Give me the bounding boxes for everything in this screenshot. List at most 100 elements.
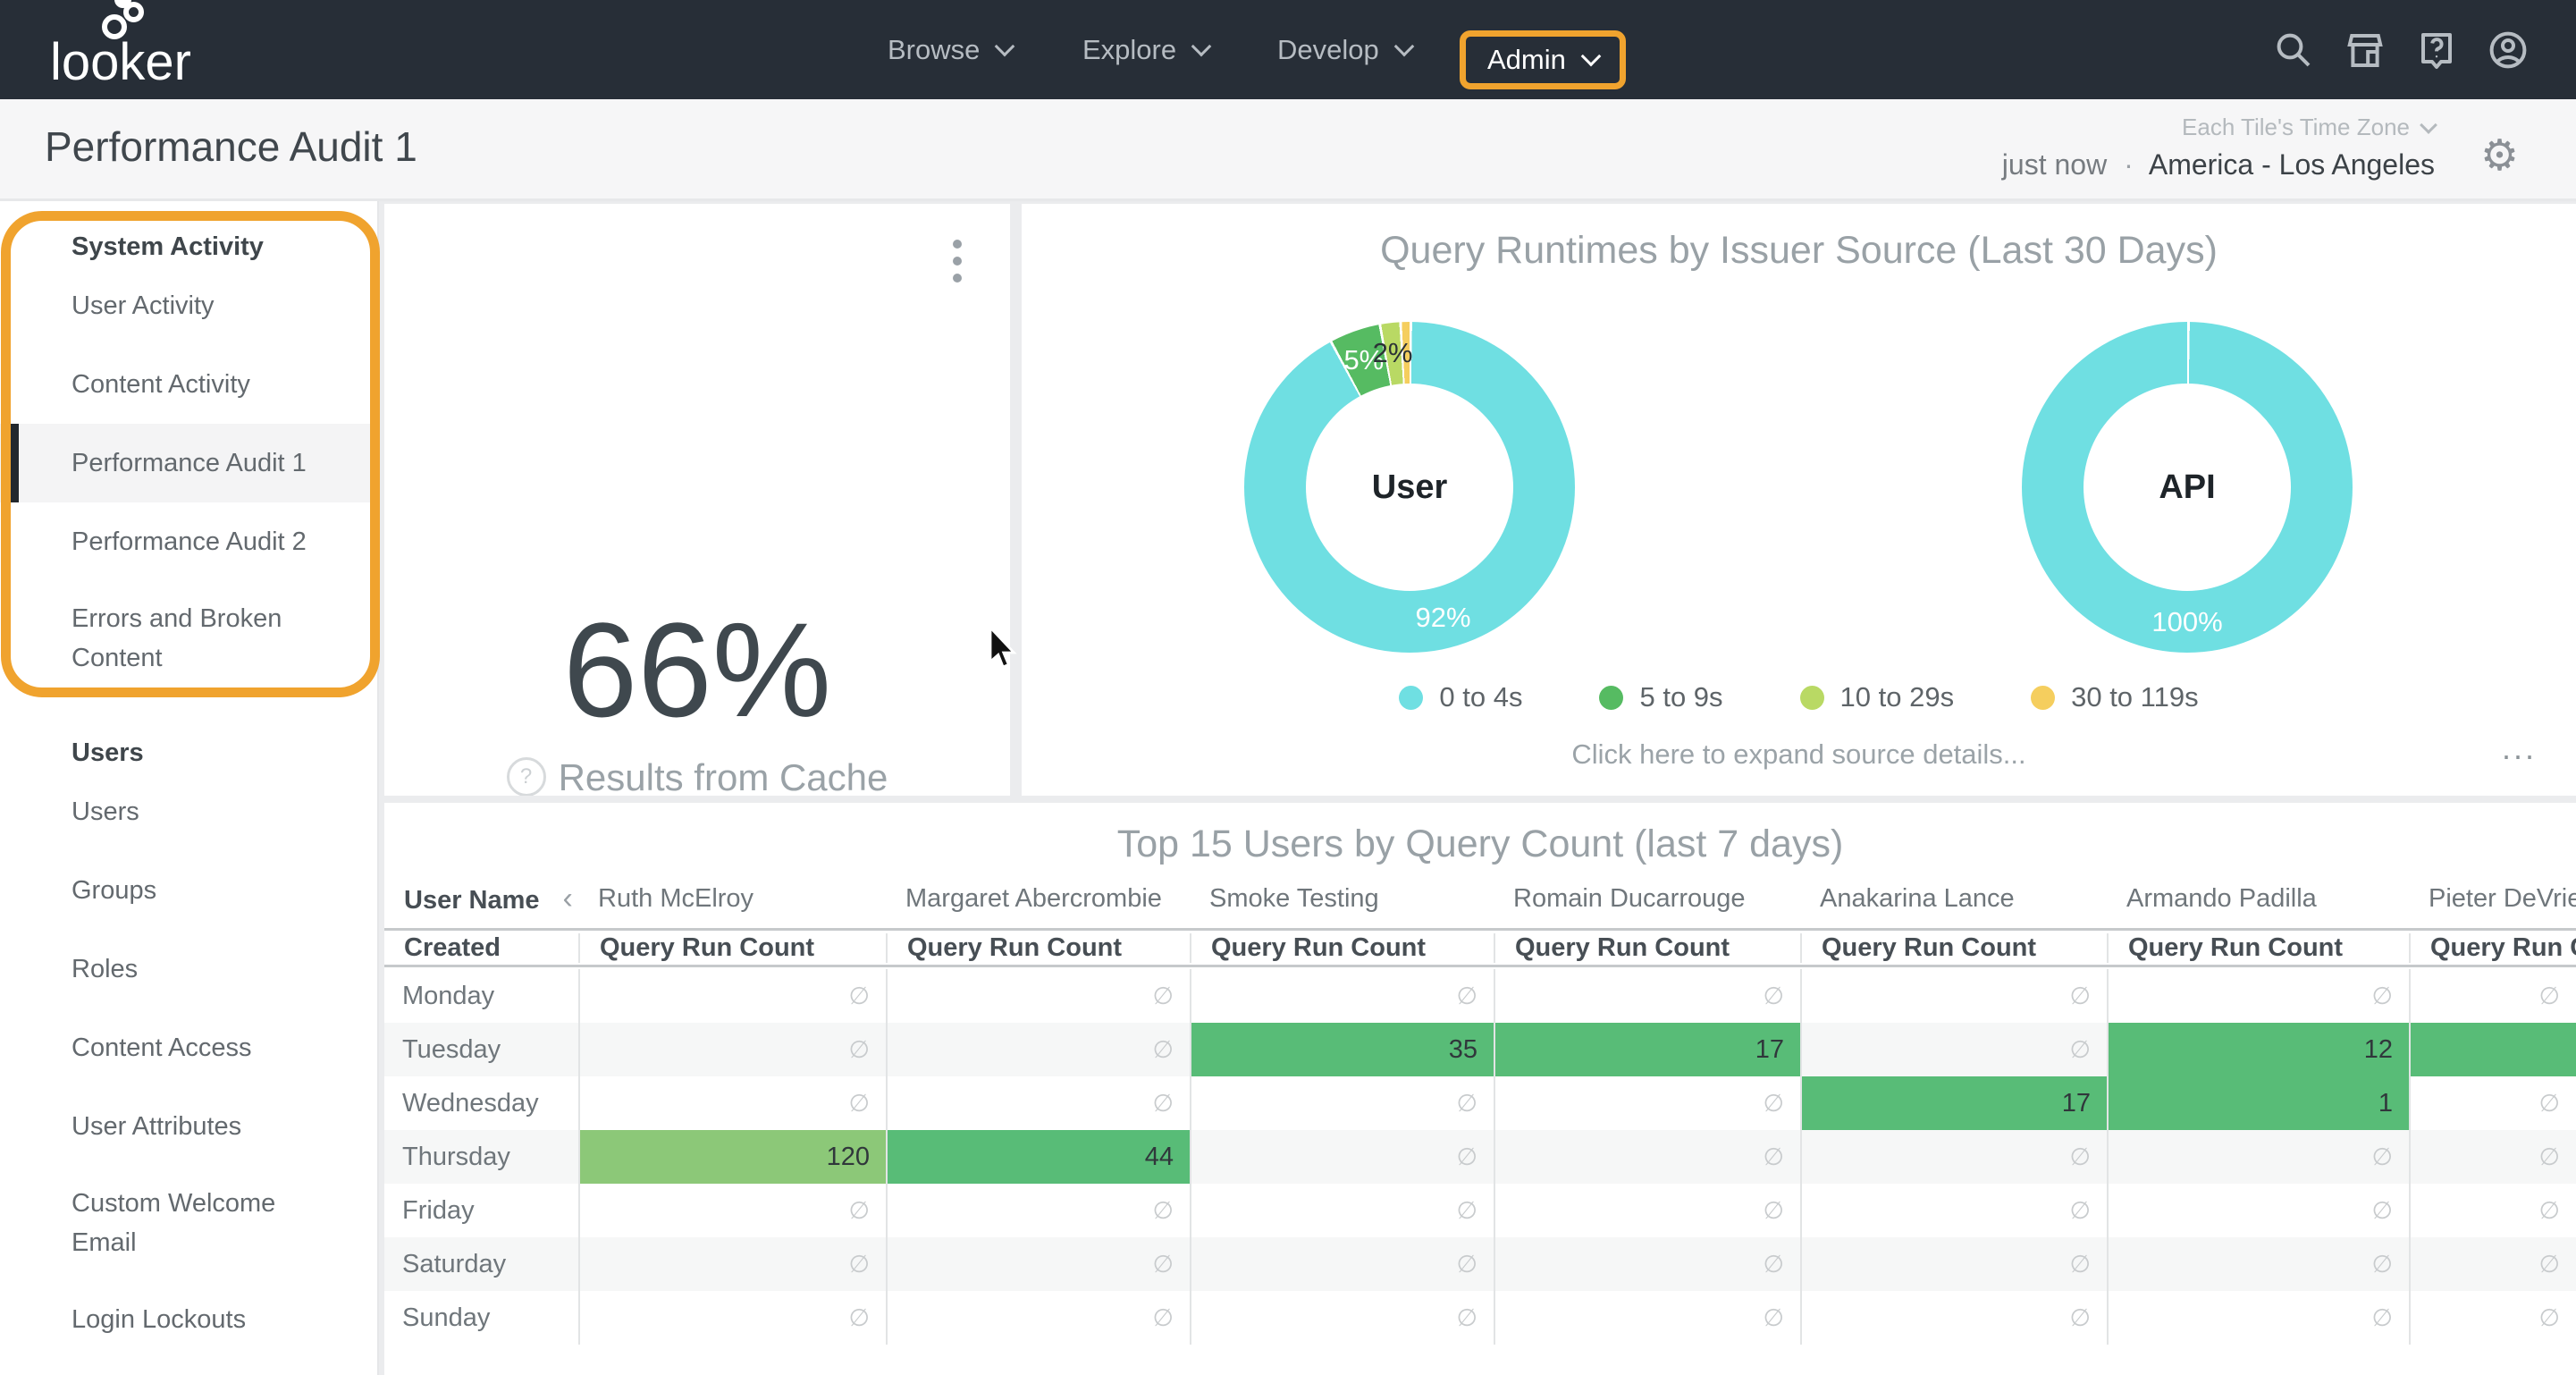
measure-header[interactable]: Query Run Count [2107, 932, 2409, 963]
data-cell[interactable]: ∅ [1494, 1291, 1800, 1345]
data-cell[interactable]: 17 [1494, 1023, 1800, 1076]
measure-header[interactable]: Query Run Count [1494, 932, 1800, 963]
nav-menu-browse[interactable]: Browse [888, 0, 1015, 99]
measure-header[interactable]: Query Run Count [1190, 932, 1494, 963]
data-cell[interactable]: ∅ [1494, 1237, 1800, 1291]
data-cell[interactable]: ∅ [578, 1184, 886, 1237]
donut-chart-user[interactable]: User 92% 5% 2% [1244, 322, 1575, 653]
nav-menu-explore[interactable]: Explore [1082, 0, 1212, 99]
column-header-5[interactable]: Anakarina Lance [1820, 884, 2015, 913]
data-cell[interactable]: 1 [2107, 1076, 2409, 1130]
tile-menu-icon[interactable] [947, 234, 967, 288]
donut-chart-api[interactable]: API 100% [2022, 322, 2353, 653]
sidebar-item-login-lockouts[interactable]: Login Lockouts [72, 1304, 247, 1334]
data-cell[interactable]: ∅ [2107, 1184, 2409, 1237]
expand-source-details-link[interactable]: Click here to expand source details... [1571, 738, 2026, 770]
nav-menu-develop[interactable]: Develop [1277, 0, 1415, 99]
ellipsis-menu-icon[interactable]: ... [2501, 730, 2537, 766]
data-cell[interactable]: ∅ [1190, 1237, 1494, 1291]
data-cell[interactable]: ∅ [886, 1237, 1190, 1291]
row-label: Saturday [402, 1250, 507, 1278]
column-header-3[interactable]: Smoke Testing [1209, 884, 1379, 913]
data-cell[interactable]: ∅ [1800, 1184, 2107, 1237]
row-dimension-header[interactable]: Created [404, 932, 501, 962]
data-cell[interactable]: 17 [1800, 1076, 2107, 1130]
data-cell[interactable]: ∅ [1190, 969, 1494, 1023]
null-value-icon: ∅ [848, 1304, 870, 1331]
data-cell[interactable]: ∅ [2107, 1130, 2409, 1184]
sidebar-item-custom-welcome-email[interactable]: Custom Welcome Email [72, 1189, 276, 1257]
sidebar-item-content-activity[interactable]: Content Activity [72, 369, 250, 399]
column-header-7[interactable]: Pieter DeVrie [2429, 884, 2576, 913]
help-circle-icon[interactable]: ? [506, 756, 546, 796]
data-cell[interactable]: ∅ [1800, 1130, 2107, 1184]
marketplace-icon[interactable] [2344, 29, 2387, 72]
sidebar-item-performance-audit-2[interactable]: Performance Audit 2 [72, 527, 307, 556]
collapse-column-icon[interactable]: ‹ [562, 882, 573, 915]
data-cell[interactable]: ∅ [2409, 1184, 2576, 1237]
column-header-1[interactable]: Ruth McElroy [598, 884, 754, 913]
data-cell[interactable] [2409, 1023, 2576, 1076]
data-cell[interactable]: ∅ [886, 1023, 1190, 1076]
data-cell[interactable]: ∅ [1800, 1023, 2107, 1076]
null-value-icon: ∅ [2069, 1197, 2091, 1224]
sidebar-item-groups[interactable]: Groups [72, 875, 157, 905]
data-cell[interactable]: ∅ [886, 1291, 1190, 1345]
column-header-4[interactable]: Romain Ducarrouge [1513, 884, 1746, 913]
data-cell[interactable]: ∅ [1494, 1184, 1800, 1237]
data-cell[interactable]: ∅ [1494, 1130, 1800, 1184]
column-header-2[interactable]: Margaret Abercrombie [905, 884, 1162, 913]
nav-menu-admin[interactable]: Admin [1460, 30, 1626, 89]
sidebar-item-user-activity[interactable]: User Activity [72, 291, 215, 320]
measure-header[interactable]: Query Run Count [578, 932, 886, 963]
gear-icon[interactable]: ⚙ [2479, 132, 2519, 180]
search-icon[interactable] [2272, 29, 2315, 72]
data-cell[interactable]: ∅ [578, 1023, 886, 1076]
measure-header[interactable]: Query Run Count [2409, 932, 2576, 963]
data-cell[interactable]: ∅ [2409, 1237, 2576, 1291]
data-cell[interactable]: ∅ [2107, 1291, 2409, 1345]
data-cell[interactable]: ∅ [578, 1076, 886, 1130]
null-value-icon: ∅ [2538, 1143, 2560, 1170]
data-cell[interactable]: ∅ [886, 969, 1190, 1023]
data-cell[interactable]: 44 [886, 1130, 1190, 1184]
data-cell[interactable]: ∅ [578, 1291, 886, 1345]
data-cell[interactable]: ∅ [886, 1184, 1190, 1237]
data-cell[interactable]: ∅ [1190, 1130, 1494, 1184]
data-cell[interactable]: ∅ [578, 1237, 886, 1291]
sidebar-item-roles[interactable]: Roles [72, 954, 139, 983]
null-value-icon: ∅ [848, 983, 870, 1009]
data-cell[interactable]: ∅ [1494, 1076, 1800, 1130]
data-cell[interactable]: ∅ [1800, 969, 2107, 1023]
data-cell[interactable]: ∅ [1800, 1237, 2107, 1291]
column-header-6[interactable]: Armando Padilla [2126, 884, 2317, 913]
data-cell[interactable]: ∅ [1190, 1076, 1494, 1130]
measure-header[interactable]: Query Run Count [1800, 932, 2107, 963]
sidebar-item-user-attributes[interactable]: User Attributes [72, 1111, 242, 1141]
data-cell[interactable]: ∅ [1190, 1184, 1494, 1237]
data-cell[interactable]: 12 [2107, 1023, 2409, 1076]
data-cell[interactable]: ∅ [2409, 969, 2576, 1023]
timezone-mode-dropdown[interactable]: Each Tile's Time Zone [2002, 114, 2437, 141]
data-cell[interactable]: ∅ [2409, 1291, 2576, 1345]
data-cell[interactable]: 35 [1190, 1023, 1494, 1076]
sidebar-item-content-access[interactable]: Content Access [72, 1033, 252, 1062]
sidebar-item-performance-audit-1[interactable]: Performance Audit 1 [0, 424, 377, 502]
data-cell[interactable]: ∅ [2107, 1237, 2409, 1291]
help-icon[interactable] [2415, 29, 2458, 72]
sidebar-item-users[interactable]: Users [72, 797, 139, 826]
data-cell[interactable]: ∅ [886, 1076, 1190, 1130]
data-cell[interactable]: ∅ [1800, 1291, 2107, 1345]
data-cell[interactable]: 120 [578, 1130, 886, 1184]
data-cell[interactable]: ∅ [1494, 969, 1800, 1023]
sidebar-item-errors-and-broken-content[interactable]: Errors and Broken Content [72, 604, 282, 672]
data-cell[interactable]: ∅ [2409, 1130, 2576, 1184]
null-value-icon: ∅ [1456, 1197, 1477, 1224]
looker-logo[interactable]: looker [50, 0, 191, 92]
data-cell[interactable]: ∅ [2107, 969, 2409, 1023]
data-cell[interactable]: ∅ [578, 969, 886, 1023]
data-cell[interactable]: ∅ [1190, 1291, 1494, 1345]
data-cell[interactable]: ∅ [2409, 1076, 2576, 1130]
account-icon[interactable] [2487, 29, 2530, 72]
measure-header[interactable]: Query Run Count [886, 932, 1190, 963]
